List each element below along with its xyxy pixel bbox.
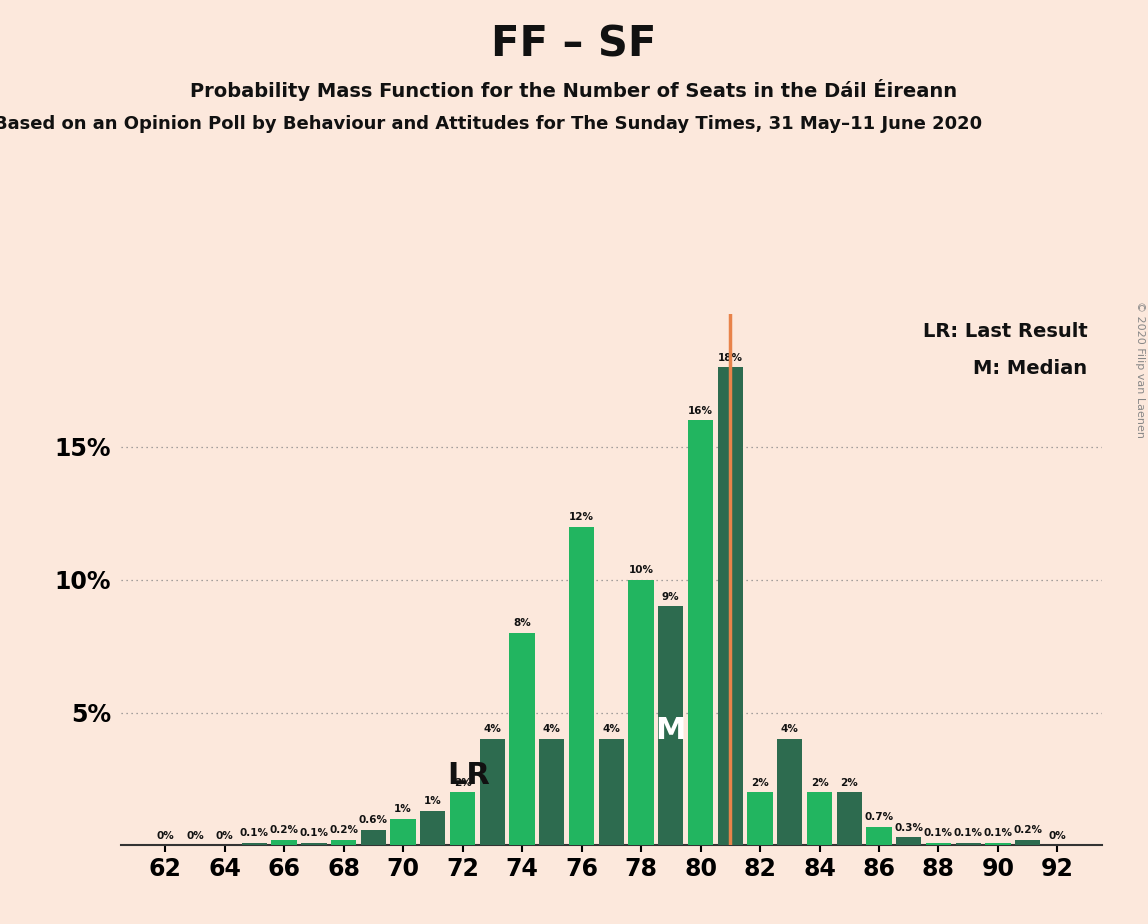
Text: 0.3%: 0.3% (894, 822, 923, 833)
Text: 4%: 4% (781, 724, 799, 735)
Text: M: Median: M: Median (974, 359, 1087, 378)
Text: Probability Mass Function for the Number of Seats in the Dáil Éireann: Probability Mass Function for the Number… (191, 79, 957, 101)
Text: FF – SF: FF – SF (491, 23, 657, 65)
Bar (628, 580, 653, 845)
Text: 0.2%: 0.2% (329, 825, 358, 835)
Bar (985, 843, 1010, 845)
Text: 0.1%: 0.1% (984, 828, 1013, 838)
Bar (777, 739, 802, 845)
Text: 1%: 1% (394, 804, 412, 814)
Text: 18%: 18% (718, 353, 743, 362)
Text: 2%: 2% (453, 778, 472, 787)
Bar (747, 792, 773, 845)
Text: 2%: 2% (840, 778, 859, 787)
Bar (510, 633, 535, 845)
Text: Based on an Opinion Poll by Behaviour and Attitudes for The Sunday Times, 31 May: Based on an Opinion Poll by Behaviour an… (0, 115, 983, 132)
Text: 4%: 4% (483, 724, 502, 735)
Bar (569, 527, 595, 845)
Bar (480, 739, 505, 845)
Text: 9%: 9% (662, 591, 680, 602)
Bar (420, 811, 445, 845)
Bar (301, 843, 326, 845)
Bar (658, 606, 683, 845)
Bar (837, 792, 862, 845)
Text: 12%: 12% (569, 512, 594, 522)
Text: 4%: 4% (603, 724, 620, 735)
Text: 0%: 0% (216, 831, 233, 841)
Text: 0.2%: 0.2% (1014, 825, 1042, 835)
Bar (925, 843, 952, 845)
Bar (390, 819, 416, 845)
Text: 0.7%: 0.7% (864, 812, 893, 822)
Text: 0.1%: 0.1% (240, 828, 269, 838)
Text: 0.2%: 0.2% (270, 825, 298, 835)
Text: 0%: 0% (186, 831, 204, 841)
Bar (540, 739, 565, 845)
Text: 0.6%: 0.6% (359, 815, 388, 825)
Bar (867, 827, 892, 845)
Text: 10%: 10% (629, 565, 653, 575)
Text: 2%: 2% (751, 778, 769, 787)
Text: 0%: 0% (156, 831, 174, 841)
Text: 8%: 8% (513, 618, 532, 628)
Text: M: M (656, 716, 687, 745)
Text: LR: LR (448, 761, 490, 790)
Text: LR: Last Result: LR: Last Result (923, 322, 1087, 341)
Bar (955, 843, 980, 845)
Bar (598, 739, 625, 845)
Text: 0.1%: 0.1% (924, 828, 953, 838)
Bar (718, 368, 743, 845)
Bar (807, 792, 832, 845)
Text: 1%: 1% (424, 796, 442, 806)
Text: 0.1%: 0.1% (954, 828, 983, 838)
Text: 0%: 0% (1048, 831, 1066, 841)
Bar (897, 837, 922, 845)
Bar (688, 420, 713, 845)
Text: 2%: 2% (810, 778, 829, 787)
Text: 16%: 16% (688, 406, 713, 416)
Bar (242, 843, 267, 845)
Text: © 2020 Filip van Laenen: © 2020 Filip van Laenen (1135, 301, 1145, 438)
Bar (271, 840, 297, 845)
Bar (450, 792, 475, 845)
Text: 0.1%: 0.1% (300, 828, 328, 838)
Bar (1015, 840, 1040, 845)
Bar (331, 840, 356, 845)
Text: 4%: 4% (543, 724, 560, 735)
Bar (360, 830, 386, 845)
